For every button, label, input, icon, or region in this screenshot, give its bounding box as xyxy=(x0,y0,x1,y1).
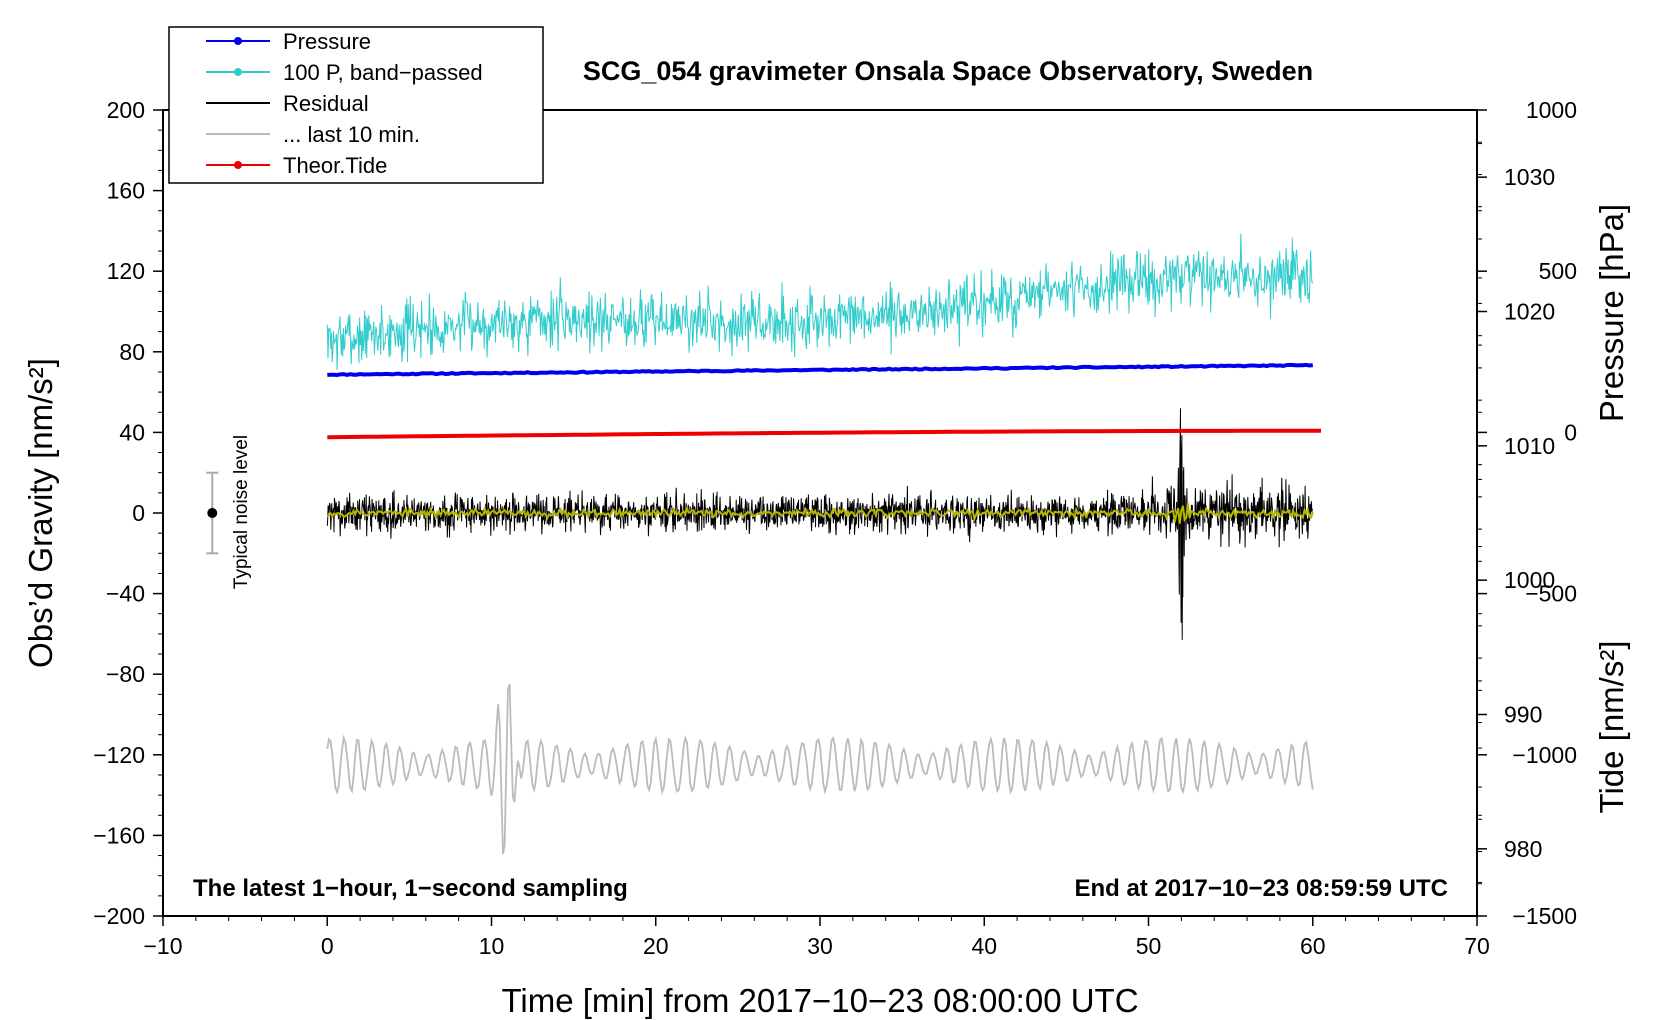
x-tick-label: 50 xyxy=(1136,933,1162,959)
noise-level-indicator: Typical noise level xyxy=(206,435,252,589)
x-tick-label: −10 xyxy=(143,933,182,959)
legend: Pressure 100 P, band−passed Residual ... la… xyxy=(168,26,544,184)
legend-marker xyxy=(234,37,242,45)
legend-label: 100 P, band−passed xyxy=(283,60,483,85)
series-band-passed-pressure xyxy=(326,233,1314,371)
y-tick-label-left: −80 xyxy=(106,661,145,687)
legend-marker xyxy=(234,68,242,76)
pressure-tick-label: 1030 xyxy=(1504,164,1555,190)
y-tick-label-left: −120 xyxy=(93,742,145,768)
tide-tick-label: 0 xyxy=(1564,419,1577,445)
pressure-tick-label: 1000 xyxy=(1504,567,1555,593)
legend-marker xyxy=(234,161,242,169)
legend-label: ... last 10 min. xyxy=(283,122,420,147)
x-axis-title: Time [min] from 2017−10−23 08:00:00 UTC xyxy=(501,982,1138,1019)
y-tick-label-left: 40 xyxy=(119,419,145,445)
noise-center-point xyxy=(207,508,218,518)
pressure-tick-label: 1010 xyxy=(1504,433,1555,459)
sampling-annotation: The latest 1−hour, 1−second sampling xyxy=(193,875,628,902)
y-tick-label-left: 0 xyxy=(132,500,145,526)
series-residual-smoothed xyxy=(326,503,1314,524)
end-time-annotation: End at 2017−10−23 08:59:59 UTC xyxy=(1074,875,1448,902)
tide-tick-label: 500 xyxy=(1539,258,1577,284)
y-tick-label-left: 120 xyxy=(107,258,145,284)
y-tick-label-left: 160 xyxy=(107,178,145,204)
legend-box xyxy=(168,26,544,184)
plot-content xyxy=(326,233,1321,854)
x-tick-label: 0 xyxy=(321,933,334,959)
tide-tick-label: −500 xyxy=(1525,581,1577,607)
series-theoretical-tide xyxy=(327,428,1321,440)
tide-tick-label: −1500 xyxy=(1512,903,1577,929)
pressure-tick-label: 990 xyxy=(1504,702,1542,728)
tide-tick-label: −1000 xyxy=(1512,742,1577,768)
x-tick-label: 70 xyxy=(1464,933,1490,959)
legend-label: Residual xyxy=(283,91,369,116)
pressure-tick-label: 980 xyxy=(1504,836,1542,862)
x-tick-label: 60 xyxy=(1300,933,1326,959)
series-last-10-min xyxy=(326,683,1314,854)
legend-entry: Theor.Tide xyxy=(206,153,387,178)
x-tick-label: 10 xyxy=(479,933,505,959)
y-tick-label-left: −40 xyxy=(106,581,145,607)
x-tick-label: 30 xyxy=(807,933,833,959)
y-axis-title-left: Obs’d Gravity [nm/s²] xyxy=(22,358,59,668)
y-axis-title-pressure: Pressure [hPa] xyxy=(1593,204,1630,422)
series-residual xyxy=(326,408,1313,640)
tide-tick-label: 1000 xyxy=(1526,97,1577,123)
noise-level-label: Typical noise level xyxy=(231,435,252,589)
legend-entry: Pressure xyxy=(206,29,371,54)
y-tick-label-left: −160 xyxy=(93,822,145,848)
legend-entry: 100 P, band−passed xyxy=(206,60,483,85)
legend-label: Theor.Tide xyxy=(283,153,387,178)
legend-entry: Residual xyxy=(206,91,369,116)
series-pressure xyxy=(327,362,1314,378)
y-tick-label-left: 80 xyxy=(119,339,145,365)
y-tick-label-left: 200 xyxy=(107,97,145,123)
y-axis-title-tide: Tide [nm/s²] xyxy=(1593,641,1630,814)
x-tick-label: 40 xyxy=(971,933,997,959)
y-tick-label-left: −200 xyxy=(93,903,145,929)
x-tick-label: 20 xyxy=(643,933,669,959)
legend-label: Pressure xyxy=(283,29,371,54)
pressure-tick-label: 1020 xyxy=(1504,299,1555,325)
chart-title: SCG_054 gravimeter Onsala Space Observat… xyxy=(583,56,1313,86)
axis-ticks: −10 0 10 20 30 40 50 60 7020016012080400−40−80−1… xyxy=(93,97,1577,959)
legend-entry: ... last 10 min. xyxy=(206,122,420,147)
